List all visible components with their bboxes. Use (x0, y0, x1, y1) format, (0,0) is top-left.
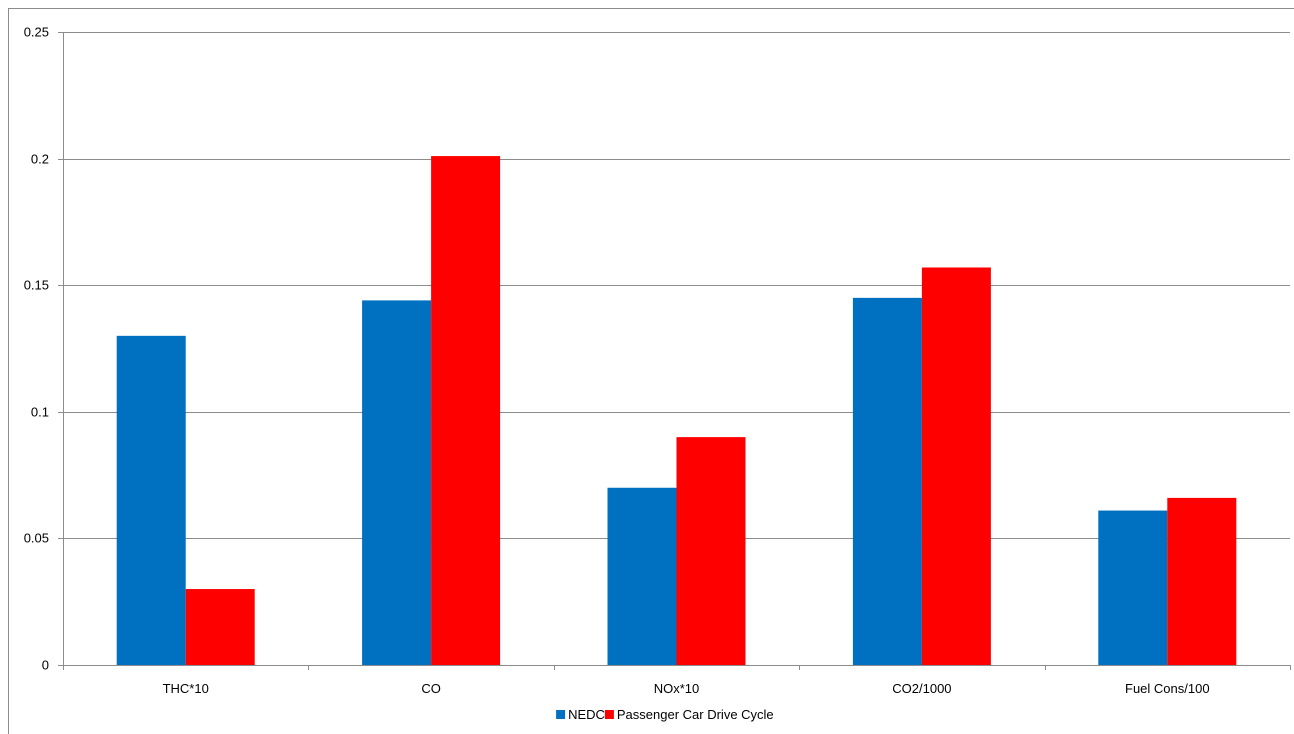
y-tick-label: 0 (42, 658, 49, 673)
x-tick-label: NOx*10 (654, 681, 700, 696)
legend-label: Passenger Car Drive Cycle (617, 707, 774, 722)
y-axis-ticks: 0 0.05 0.1 0.15 0.2 0.25 (24, 25, 63, 673)
x-tick-label: THC*10 (163, 681, 209, 696)
bar (1167, 497, 1237, 665)
y-tick-label: 0.15 (24, 278, 49, 293)
bar (362, 300, 432, 665)
legend-label: NEDC (568, 707, 605, 722)
bar (921, 267, 991, 665)
bar (431, 156, 501, 665)
bar (676, 437, 746, 665)
bar (852, 297, 922, 665)
bar (607, 487, 677, 665)
x-tick-label: CO (421, 681, 441, 696)
bar (185, 589, 255, 665)
bar (116, 335, 186, 665)
y-tick-label: 0.25 (24, 25, 49, 40)
y-tick-label: 0.1 (31, 405, 49, 420)
axes (63, 32, 1290, 666)
x-tick-label: CO2/1000 (892, 681, 951, 696)
legend-swatch (604, 710, 614, 719)
y-tick-label: 0.2 (31, 152, 49, 167)
legend: NEDC Passenger Car Drive Cycle (556, 707, 774, 722)
y-tick-label: 0.05 (24, 531, 49, 546)
x-axis-ticks: THC*10 CO NOx*10 CO2/1000 Fuel Cons/100 (63, 665, 1291, 696)
bar (1098, 510, 1168, 665)
legend-swatch (556, 710, 566, 719)
bars (116, 156, 1237, 665)
x-tick-label: Fuel Cons/100 (1125, 681, 1210, 696)
